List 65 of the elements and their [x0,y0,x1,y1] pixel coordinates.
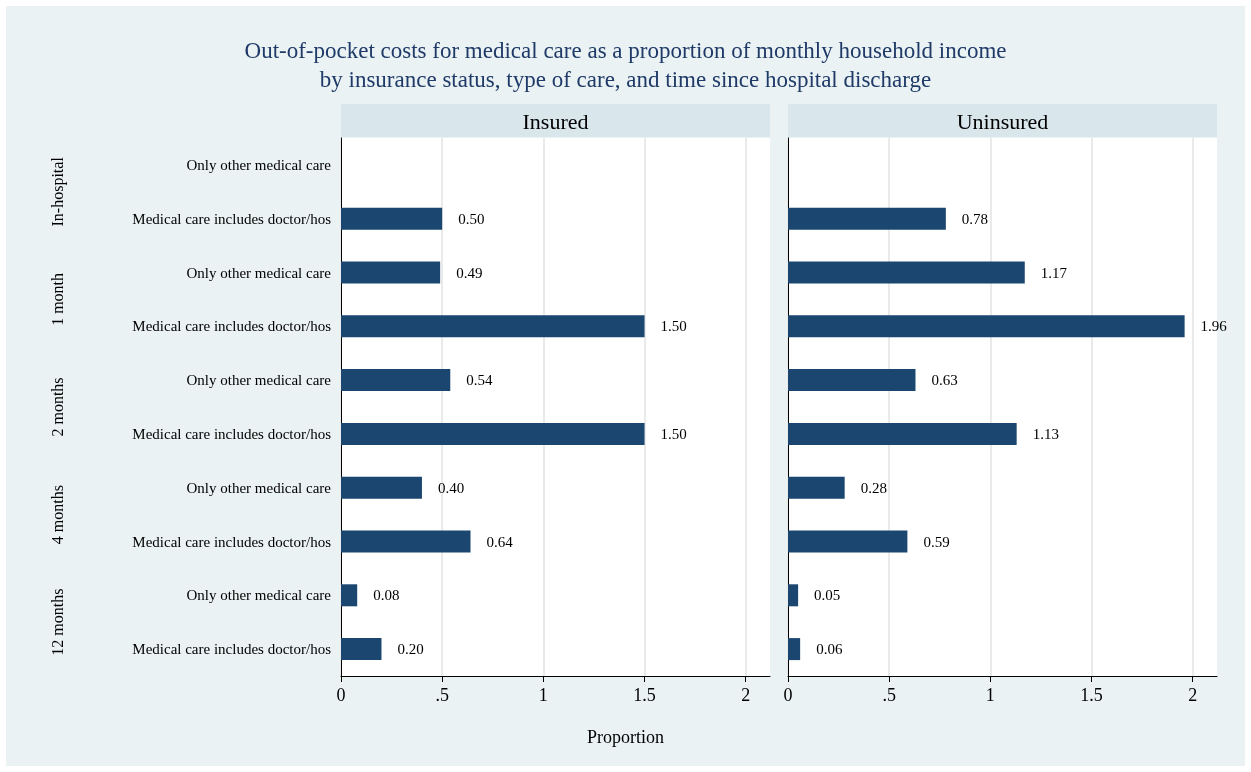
bar [341,476,422,499]
data-label: 0.28 [860,479,887,496]
x-tick-label: 1.5 [633,685,656,705]
bar [341,530,471,553]
bar [788,584,799,607]
bar [788,476,845,499]
bar [788,315,1185,338]
bar [788,369,916,392]
bar [788,422,1017,445]
data-label: 0.20 [397,641,424,658]
data-label: 0.63 [931,372,958,389]
chart-subtitle: Uninsured [956,108,1049,134]
bar [341,422,645,445]
bar [341,584,358,607]
x-tick-label: .5 [435,685,449,705]
x-tick-label: 0 [783,685,793,705]
text: 12 months [48,588,66,656]
y-tick-label: Only other medical care [186,587,332,604]
data-label: 1.50 [660,318,687,335]
y-tick-label: Only other medical care [186,479,332,496]
data-label: 0.64 [486,533,514,550]
bar [341,638,382,661]
data-label: 0.05 [814,587,841,604]
y-tick-label: Only other medical care [186,264,332,281]
text: 4 months [48,485,66,545]
chart-title: Out-of-pocket costs for medical care as a proportion of monthly household income by insurance status, type of care, and time since hospital discharge [244,38,1007,92]
y-tick-label: Medical care includes doctor/hos [132,425,332,442]
text: In-hospital [48,156,67,227]
chart-subtitle: Insured [522,108,589,134]
text: 2 months [48,377,66,437]
bar [341,369,451,392]
x-tick-label: 2 [741,685,751,705]
bar [341,207,443,230]
data-label: 1.50 [660,425,687,442]
x-axis-title: Proportion [586,727,665,747]
data-label: 0.54 [466,372,494,389]
bar [788,638,801,661]
y-tick-label: Medical care includes doctor/hos [132,533,332,550]
bar [788,207,946,230]
y-tick-label: Medical care includes doctor/hos [132,210,332,227]
data-label: 0.08 [373,587,400,604]
bar [341,315,645,338]
y-tick-label: Medical care includes doctor/hos [132,641,332,658]
x-tick-label: 0 [336,685,346,705]
x-tick-label: 2 [1188,685,1198,705]
data-label: 1.96 [1200,318,1228,335]
y-tick-label: Medical care includes doctor/hos [132,318,332,335]
data-label: 0.50 [458,210,485,227]
text: 1 month [48,272,66,326]
data-label: 1.17 [1040,264,1068,281]
bar [788,530,908,553]
x-tick-label: 1.5 [1080,685,1103,705]
data-label: 0.06 [816,641,843,658]
y-tick-label: Only other medical care [186,156,332,173]
x-tick-label: 1 [538,685,548,705]
data-label: 1.13 [1032,425,1059,442]
x-tick-label: 1 [985,685,995,705]
data-label: 0.59 [923,533,950,550]
bar [788,261,1025,284]
y-tick-label: Only other medical care [186,372,332,389]
bar [341,261,441,284]
data-label: 0.49 [456,264,483,281]
x-tick-label: .5 [882,685,896,705]
data-label: 0.40 [437,479,465,496]
data-label: 0.78 [961,210,989,227]
